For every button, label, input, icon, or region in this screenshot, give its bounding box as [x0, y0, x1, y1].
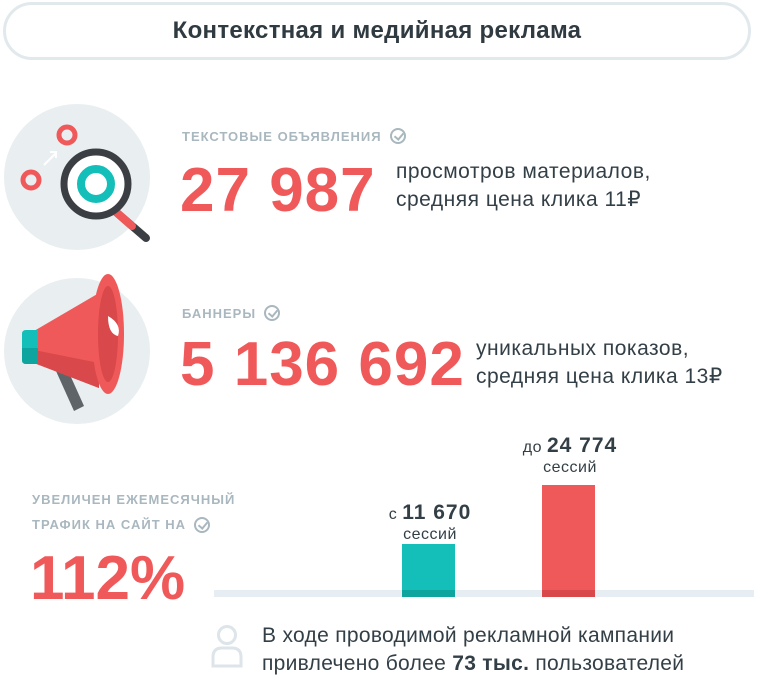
footer-line2: привлечено более 73 тыс. пользователей: [262, 650, 684, 678]
text-ads-label: текстовые объявления: [182, 128, 406, 144]
sessions-after-prefix: до: [522, 439, 543, 456]
traffic-percent: 112%: [30, 544, 186, 613]
check-icon: [389, 128, 406, 144]
sessions-before-value: 11 670: [402, 501, 472, 524]
check-icon: [194, 517, 211, 534]
traffic-label-line2: ТРАФИК НА САЙТ НА: [32, 516, 187, 532]
chart-baseline: [214, 590, 754, 597]
traffic-label: УВЕЛИЧЕН ЕЖЕМЕСЯЧНЫЙ ТРАФИК НА САЙТ НА: [32, 488, 235, 537]
sessions-before-label: с 11 670 сессий: [370, 500, 490, 544]
text-ads-label-text: текстовые объявления: [182, 128, 382, 144]
footer-text: В ходе проводимой рекламной кампании при…: [262, 622, 684, 679]
sessions-after-bar: [542, 485, 595, 597]
sessions-after-bar-base: [542, 590, 595, 597]
sessions-before-unit: сессий: [403, 526, 457, 544]
footer-line1: В ходе проводимой рекламной кампании: [262, 624, 675, 647]
magnifier-icon: [20, 124, 150, 242]
traffic-label-line1: УВЕЛИЧЕН ЕЖЕМЕСЯЧНЫЙ: [32, 492, 236, 507]
sessions-before-prefix: с: [388, 506, 398, 523]
footer-line2-post: пользователей: [529, 652, 685, 676]
text-ads-desc-line1: просмотров материалов,: [396, 160, 651, 183]
footer-line2-pre: привлечено более: [262, 652, 453, 676]
banners-label: баннеры: [182, 305, 281, 321]
sessions-before-bar-base: [402, 590, 455, 597]
sessions-after-unit: сессий: [543, 459, 597, 477]
text-ads-value: 27 987: [180, 156, 376, 225]
banners-value: 5 136 692: [180, 330, 465, 399]
text-ads-description: просмотров материалов, средняя цена клик…: [396, 158, 651, 215]
sessions-before-bar: [402, 544, 455, 597]
text-ads-desc-line2: средняя цена клика 11₽: [396, 188, 642, 212]
banners-desc-line1: уникальных показов,: [476, 337, 690, 360]
header-pill: Контекстная и медийная реклама: [3, 2, 751, 60]
traffic-label-row2: ТРАФИК НА САЙТ НА: [32, 513, 235, 538]
sessions-after-value: 24 774: [546, 434, 618, 457]
banners-desc-line2: средняя цена клика 13₽: [476, 365, 723, 389]
footer-line2-bold: 73 тыс.: [452, 652, 530, 676]
page-title: Контекстная и медийная реклама: [172, 17, 582, 44]
megaphone-icon: [22, 274, 124, 411]
check-icon: [264, 305, 281, 321]
sessions-after-label: до 24 774 сессий: [505, 433, 635, 477]
banners-description: уникальных показов, средняя цена клика 1…: [476, 335, 723, 392]
user-icon: [211, 625, 243, 668]
banners-label-text: баннеры: [182, 305, 257, 321]
